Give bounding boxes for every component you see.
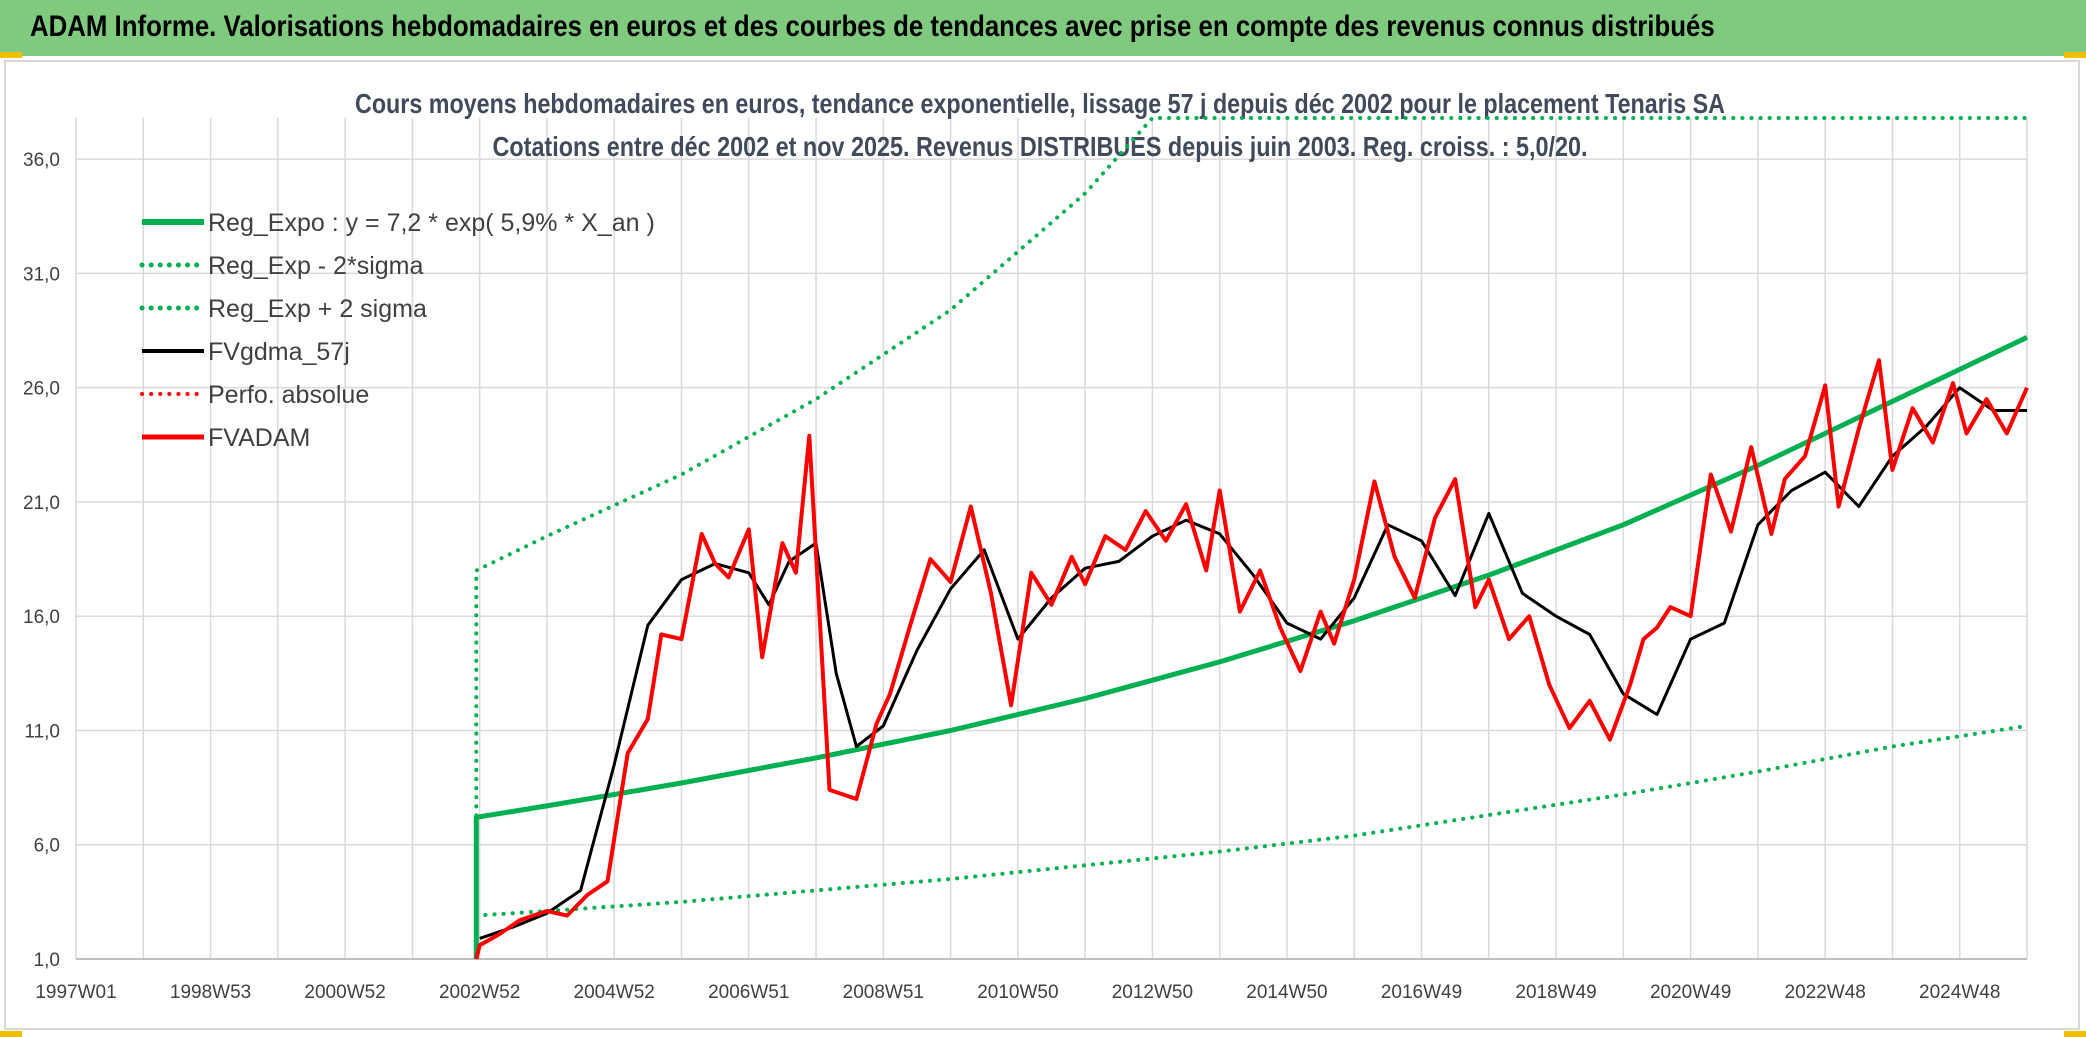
x-tick-label: 2020W49 (1650, 982, 1731, 1003)
x-tick-label: 1997W01 (35, 982, 116, 1003)
header-banner: ADAM Informe. Valorisations hebdomadaire… (0, 0, 2086, 56)
x-tick-label: 2018W49 (1515, 982, 1596, 1003)
legend-label: FVgdma_57j (208, 338, 350, 366)
x-tick-label: 2006W51 (708, 982, 789, 1003)
chart-subtitle: Cotations entre déc 2002 et nov 2025. Re… (493, 131, 1588, 162)
x-tick-label: 2008W51 (843, 982, 924, 1003)
corner-accent-bottom-left (0, 1031, 22, 1037)
y-tick-label: 1,0 (34, 950, 60, 971)
x-tick-label: 2016W49 (1381, 982, 1462, 1003)
y-tick-label: 6,0 (34, 836, 60, 857)
legend-label: Reg_Exp - 2*sigma (208, 252, 423, 280)
series-line-4 (479, 386, 2027, 940)
corner-accent-left (0, 52, 22, 58)
corner-accent-right (2064, 52, 2086, 58)
chart-area-border (4, 60, 2080, 1030)
legend-label: FVADAM (208, 424, 310, 452)
y-tick-label: 31,0 (23, 264, 60, 285)
grid (75, 118, 2028, 960)
x-tick-label: 2012W50 (1112, 982, 1193, 1003)
y-tick-label: 36,0 (23, 150, 60, 171)
y-tick-label: 26,0 (23, 379, 60, 400)
legend-label: Reg_Exp + 2 sigma (208, 295, 427, 323)
legend-label: Perfo. absolue (208, 381, 369, 409)
x-tick-label: 2014W50 (1246, 982, 1327, 1003)
x-tick-label: 1998W53 (170, 982, 251, 1003)
x-tick-label: 2024W48 (1919, 982, 2000, 1003)
x-tick-label: 2002W52 (439, 982, 520, 1003)
series (473, 116, 2029, 960)
y-tick-label: 21,0 (23, 493, 60, 514)
x-tick-label: 2004W52 (574, 982, 655, 1003)
series-line-2 (474, 723, 2029, 918)
corner-accent-bottom-right (2064, 1031, 2086, 1037)
x-tick-label: 2000W52 (304, 982, 385, 1003)
series-line-3 (474, 116, 2029, 918)
series-line-1 (473, 335, 2029, 959)
chart-title: Cours moyens hebdomadaires en euros, ten… (355, 88, 1725, 119)
legend: Reg_Expo : y = 7,2 * exp( 5,9% * X_an ) R… (139, 209, 655, 452)
legend-label: Reg_Expo : y = 7,2 * exp( 5,9% * X_an ) (208, 209, 655, 237)
x-tick-label: 2010W50 (977, 982, 1058, 1003)
x-tick-label: 2022W48 (1785, 982, 1866, 1003)
axes: 1,0 6,0 11,0 16,0 21,0 26,0 31,0 36,0 1997W01 199… (23, 150, 2027, 1003)
header-title: ADAM Informe. Valorisations hebdomadaire… (30, 10, 1715, 43)
y-tick-label: 11,0 (24, 721, 60, 742)
series-line-6 (474, 358, 2029, 960)
y-tick-label: 16,0 (23, 607, 60, 628)
